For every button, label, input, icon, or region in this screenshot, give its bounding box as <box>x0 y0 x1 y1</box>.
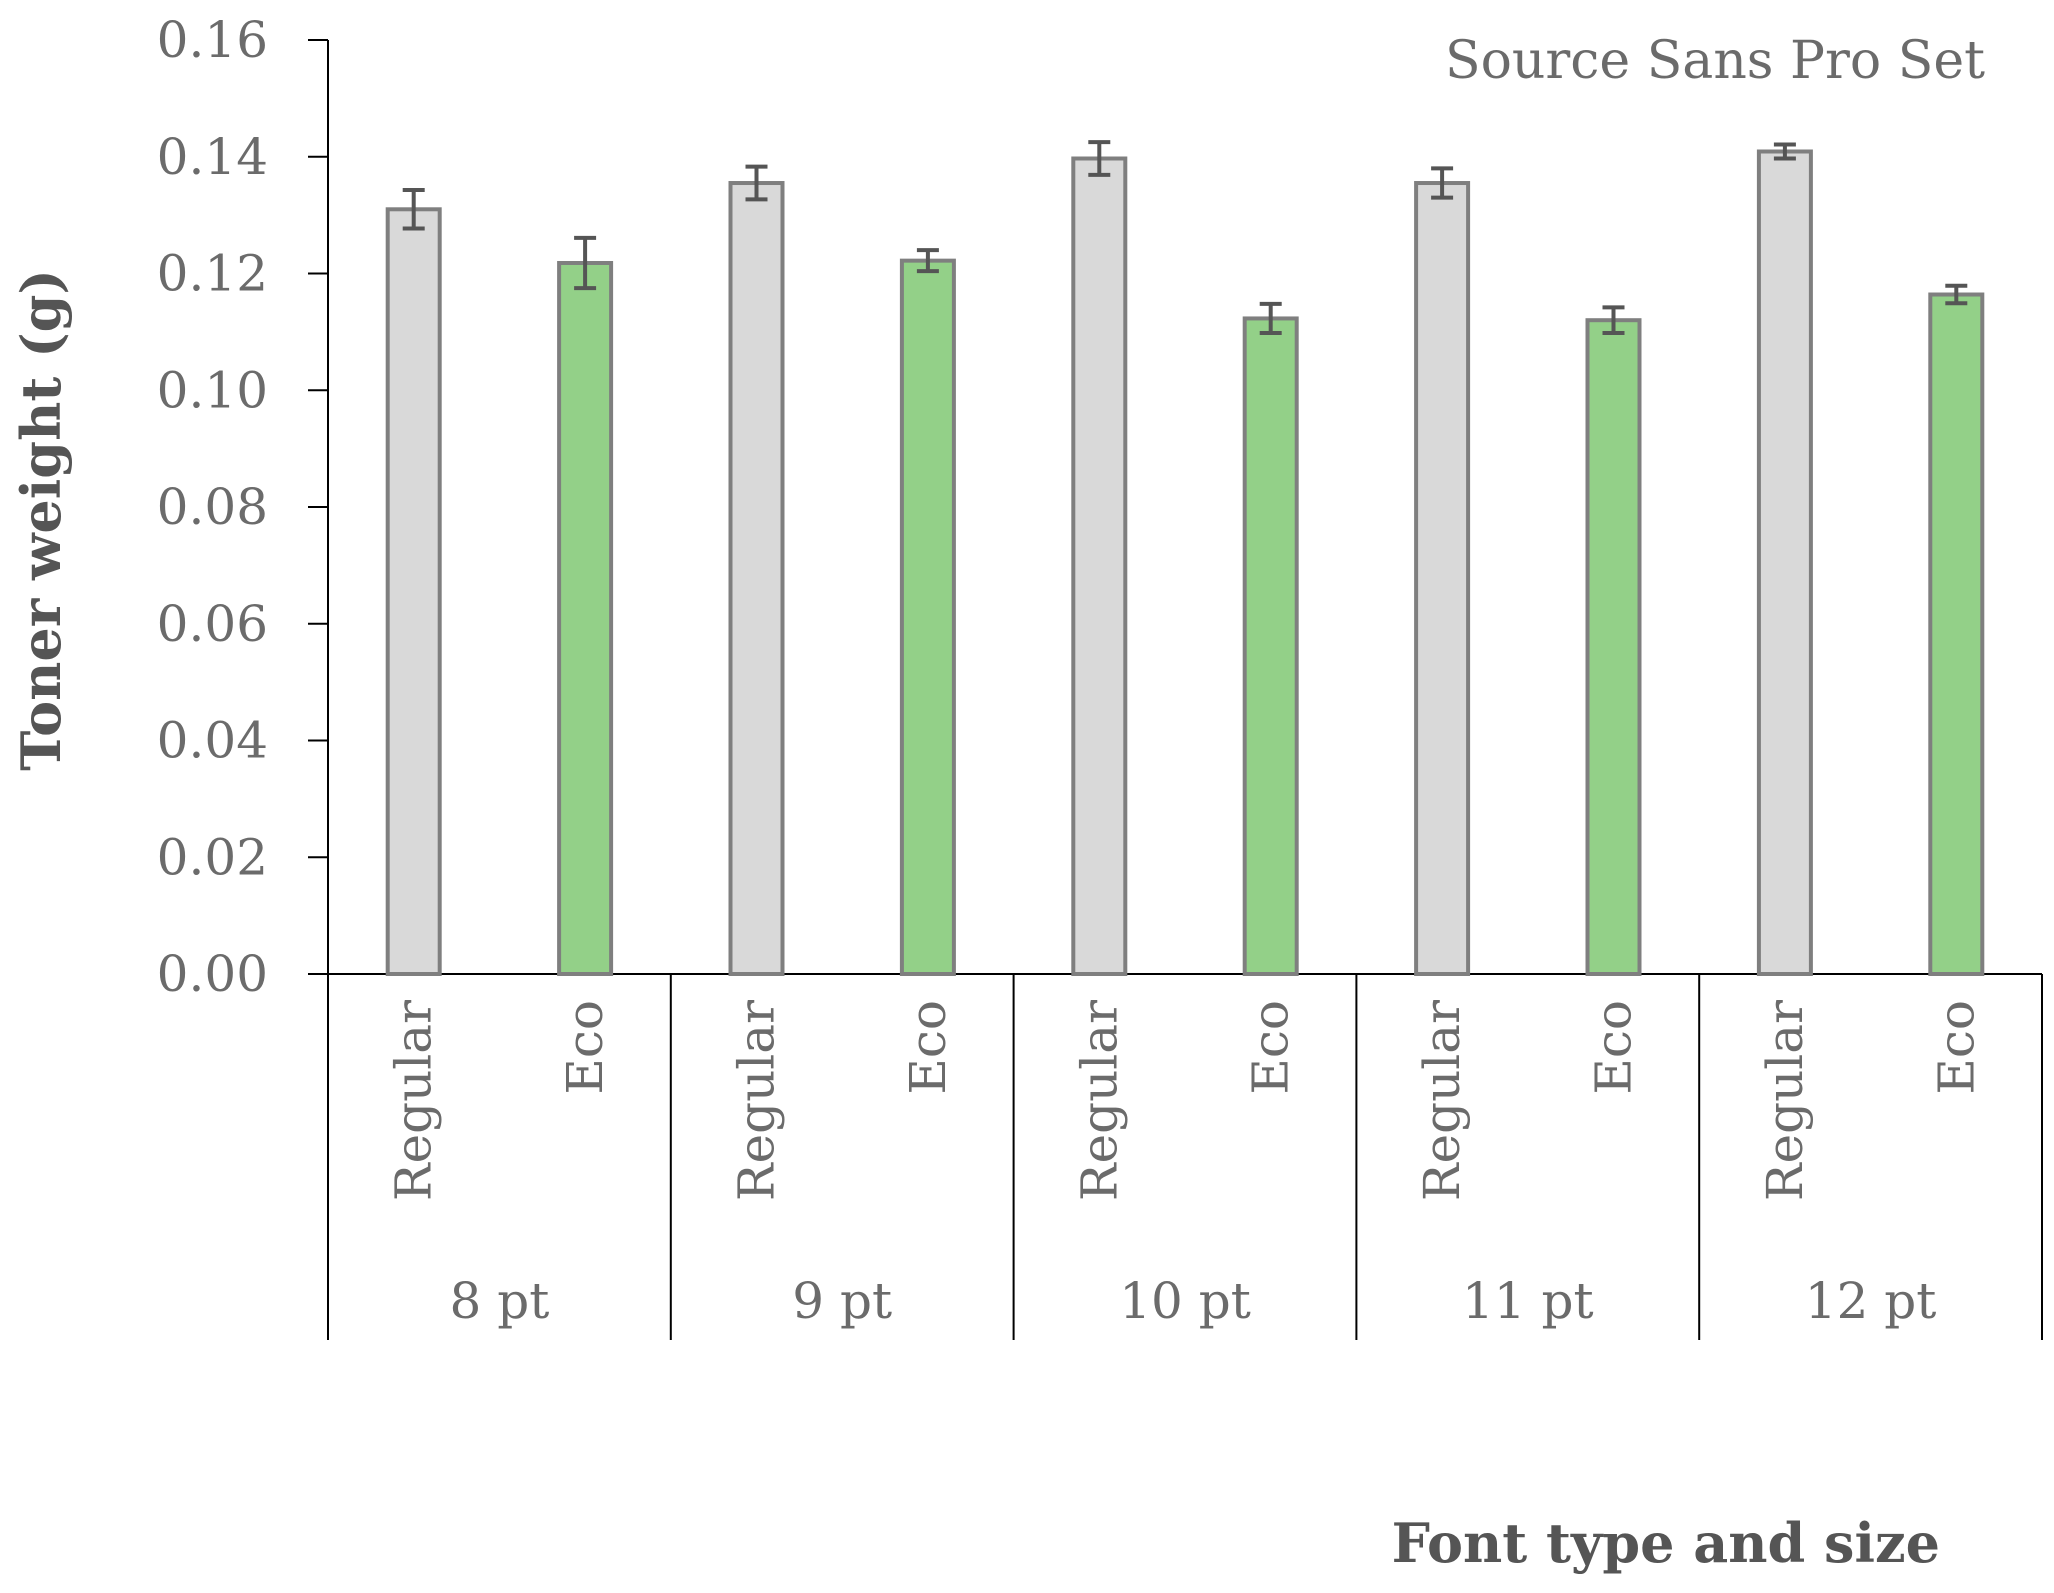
bar-regular-2 <box>1071 156 1128 977</box>
group-label: 11 pt <box>1462 1272 1594 1330</box>
category-label: Regular <box>1756 1000 1814 1201</box>
y-tick-label: 0.06 <box>157 595 268 653</box>
bar-regular-4 <box>1756 149 1813 976</box>
x-axis <box>327 973 2043 1340</box>
category-label: Regular <box>728 1000 786 1201</box>
group-label: 8 pt <box>449 1272 549 1330</box>
y-axis-title: Toner weight (g) <box>9 269 73 771</box>
category-label: Eco <box>556 1000 614 1095</box>
error-bars <box>402 140 1968 336</box>
category-label: Regular <box>1070 1000 1128 1201</box>
bar-regular-0 <box>385 207 442 977</box>
bar-eco-2 <box>1242 316 1299 977</box>
category-label: Eco <box>899 1000 957 1095</box>
bar-regular-3 <box>1414 181 1471 977</box>
group-label: 9 pt <box>792 1272 892 1330</box>
y-tick-label: 0.12 <box>157 245 268 303</box>
bar-eco-1 <box>899 258 956 977</box>
category-label: Eco <box>1927 1000 1985 1095</box>
bar-eco-0 <box>557 260 614 976</box>
y-tick-label: 0.10 <box>157 361 268 419</box>
bar-regular-1 <box>728 181 785 977</box>
y-tick-label: 0.14 <box>157 128 268 186</box>
category-label: Eco <box>1585 1000 1643 1095</box>
category-label: Eco <box>1242 1000 1300 1095</box>
bar-eco-4 <box>1928 292 1985 976</box>
y-tick-label: 0.02 <box>157 828 268 886</box>
y-tick-label: 0.16 <box>157 11 268 69</box>
y-axis: 0.00 0.02 0.04 0.06 0.08 0.10 0.12 0.14 0.16 <box>157 11 329 1003</box>
category-labels: Regular Eco Regular Eco Regular Eco Regular Eco… <box>385 1000 1986 1201</box>
group-label: 10 pt <box>1119 1272 1251 1330</box>
group-labels: 8 pt 9 pt 10 pt 11 pt 12 pt <box>449 1272 1936 1330</box>
y-tick-label: 0.08 <box>157 478 268 536</box>
y-tick-label: 0.00 <box>157 945 268 1003</box>
group-label: 12 pt <box>1805 1272 1937 1330</box>
chart-title: Source Sans Pro Set <box>1445 31 1985 91</box>
category-label: Regular <box>385 1000 443 1201</box>
x-axis-title: Font type and size <box>1392 1511 1940 1575</box>
y-tick-label: 0.04 <box>157 712 268 770</box>
bar-eco-3 <box>1585 318 1642 976</box>
bars <box>385 149 1985 977</box>
category-label: Regular <box>1413 1000 1471 1201</box>
